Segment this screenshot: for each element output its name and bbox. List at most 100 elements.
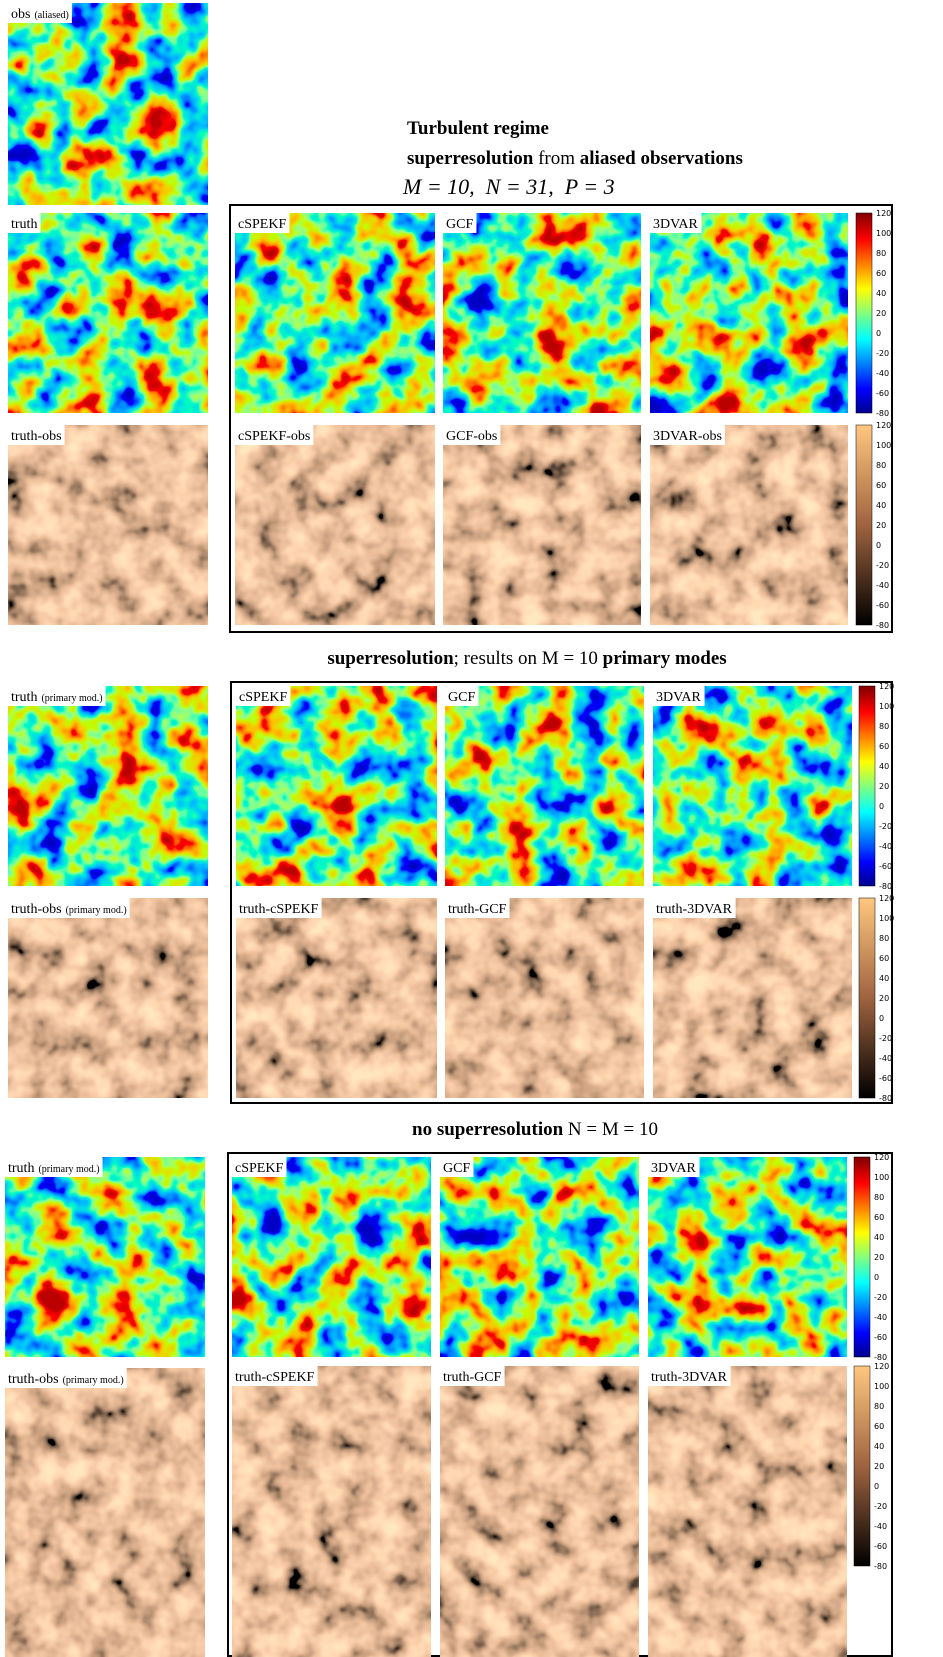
- field-image: [8, 686, 208, 886]
- colorbar-tick-label: 80: [874, 1402, 884, 1411]
- colorbar-tick-label: 100: [876, 441, 891, 450]
- colorbar-tick-label: 0: [876, 541, 881, 550]
- field-image: [440, 1157, 639, 1357]
- panel-label: truth(primary mod.): [11, 690, 103, 705]
- panel-label-text: truth: [11, 217, 37, 232]
- field-image: [653, 898, 852, 1098]
- panel-label: truth-obs: [11, 429, 62, 444]
- panel-label-text: cSPEKF: [239, 690, 287, 705]
- text-part: primary modes: [598, 648, 727, 669]
- panel-label: truth-obs (primary mod.): [11, 902, 127, 917]
- field-image: [8, 425, 208, 625]
- panel-label-note: (aliased): [34, 10, 68, 21]
- field-image: [648, 1157, 847, 1357]
- colorbar: [859, 686, 875, 886]
- field-image: [236, 898, 437, 1098]
- panel-label-text: truth-obs: [11, 902, 62, 917]
- field-image: [445, 686, 644, 886]
- panel-label: cSPEKF-obs: [238, 429, 310, 444]
- field-image: [440, 1366, 639, 1657]
- panel-label: truth: [11, 217, 37, 232]
- field-image: [650, 213, 848, 413]
- figure-title: Turbulent regime: [407, 118, 549, 139]
- panel-label-text: GCF: [443, 1161, 470, 1176]
- colorbar-tick-label: -20: [876, 349, 889, 358]
- colorbar-tick-label: 120: [874, 1153, 889, 1162]
- colorbar-tick-label: 20: [874, 1462, 884, 1471]
- figure-subtitle: superresolution from aliased observation…: [407, 148, 743, 169]
- panel-label-text: truth-3DVAR: [656, 902, 733, 917]
- colorbar-tick-label: 120: [876, 209, 891, 218]
- colorbar-tick-label: 20: [876, 521, 886, 530]
- field-image: [443, 213, 641, 413]
- colorbar-tick-label: -60: [876, 601, 889, 610]
- panel-label: 3DVAR: [656, 690, 702, 705]
- colorbar-tick-label: 60: [874, 1422, 884, 1431]
- colorbar-tick-label: -60: [879, 862, 892, 871]
- panel-label: GCF-obs: [446, 429, 497, 444]
- colorbar-tick-label: -80: [879, 1094, 892, 1103]
- colorbar-tick-label: 20: [876, 309, 886, 318]
- panel-label-text: truth-GCF: [448, 902, 507, 917]
- colorbar: [854, 1157, 870, 1357]
- colorbar-tick-label: 100: [874, 1173, 889, 1182]
- panel-label: truth-3DVAR: [656, 902, 733, 917]
- colorbar-tick-label: 40: [879, 974, 889, 983]
- colorbar-tick-label: -80: [874, 1562, 887, 1571]
- figure: Turbulent regime superresolution from al…: [0, 0, 943, 1657]
- panel-label-text: GCF: [448, 690, 475, 705]
- text-part: aliased observations: [580, 148, 743, 169]
- colorbar-tick-label: -40: [876, 581, 889, 590]
- colorbar-tick-label: 0: [874, 1273, 879, 1282]
- colorbar-tick-label: 80: [879, 722, 889, 731]
- colorbar-tick-label: 100: [876, 229, 891, 238]
- panel-label-text: cSPEKF: [235, 1161, 283, 1176]
- colorbar-tick-label: -40: [879, 1054, 892, 1063]
- panel-label: GCF: [446, 217, 473, 232]
- field-image: [232, 1157, 431, 1357]
- figure-params: M = 10, N = 31, P = 3: [402, 174, 615, 199]
- colorbar-tick-label: -60: [874, 1542, 887, 1551]
- panel-label: GCF: [443, 1161, 470, 1176]
- colorbar-tick-label: 100: [879, 702, 894, 711]
- colorbar-tick-label: -80: [879, 882, 892, 891]
- colorbar-tick-label: -60: [879, 1074, 892, 1083]
- colorbar-tick-label: 60: [879, 954, 889, 963]
- colorbar-tick-label: 20: [879, 994, 889, 1003]
- colorbar-tick-label: 100: [874, 1382, 889, 1391]
- panel-label-text: GCF-obs: [446, 429, 497, 444]
- panel-label: GCF: [448, 690, 475, 705]
- colorbar-tick-label: 0: [874, 1482, 879, 1491]
- colorbar: [859, 898, 875, 1098]
- field-image: [235, 213, 435, 413]
- field-image: [235, 425, 435, 625]
- colorbar-tick-label: -20: [874, 1293, 887, 1302]
- section-heading: superresolution; results on M = 10 prima…: [327, 648, 726, 669]
- colorbar-tick-label: -40: [879, 842, 892, 851]
- colorbar-tick-label: 120: [879, 894, 894, 903]
- colorbar-tick-label: 20: [879, 782, 889, 791]
- panel-label-text: obs: [11, 7, 30, 22]
- panel-label-text: truth-3DVAR: [651, 1370, 728, 1385]
- panel-label: truth-cSPEKF: [235, 1370, 315, 1385]
- colorbar-tick-label: -20: [874, 1502, 887, 1511]
- panel-label: truth(primary mod.): [8, 1161, 100, 1176]
- colorbar-tick-label: -20: [876, 561, 889, 570]
- text-part: M = 10: [542, 648, 598, 669]
- colorbar-tick-label: 120: [879, 682, 894, 691]
- field-image: [443, 425, 641, 625]
- field-image: [232, 1366, 431, 1657]
- field-image: [648, 1366, 847, 1657]
- colorbar-tick-label: 40: [874, 1442, 884, 1451]
- colorbar-tick-label: 80: [876, 249, 886, 258]
- colorbar-tick-label: 80: [876, 461, 886, 470]
- field-image: [8, 898, 208, 1098]
- panel-label-note: (primary mod.): [63, 1375, 124, 1386]
- field-image: [236, 686, 437, 886]
- panel-label-note: (primary mod.): [41, 693, 102, 704]
- colorbar: [856, 213, 872, 413]
- panel-label-note: (primary mod.): [66, 905, 127, 916]
- panel-label-note: (primary mod.): [38, 1164, 99, 1175]
- colorbar-tick-label: -40: [874, 1313, 887, 1322]
- field-image: [8, 3, 208, 205]
